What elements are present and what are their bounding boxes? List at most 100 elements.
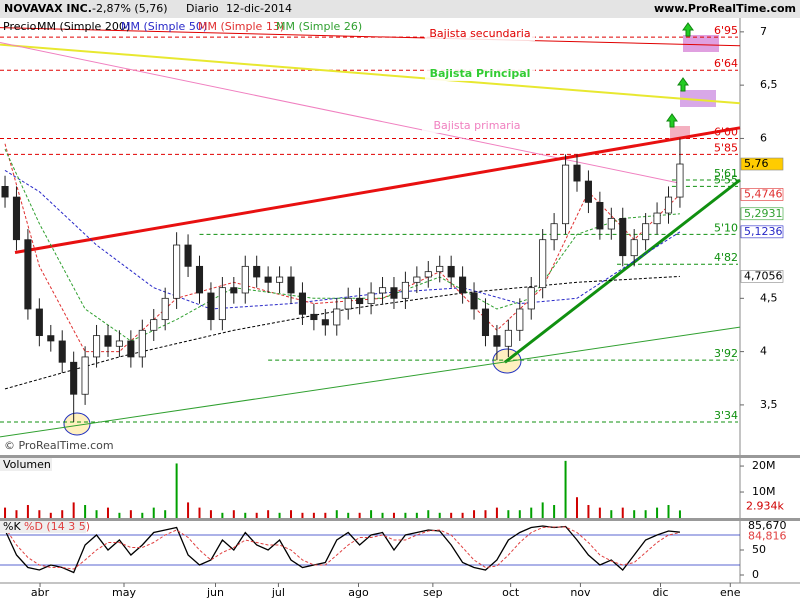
candle-body (584, 180, 592, 203)
ma-last-label: 5,4746 (744, 187, 783, 200)
x-tick-label: sep (423, 586, 442, 599)
ma-last-label-bg (740, 207, 784, 221)
oscillator-legend: %K (3, 520, 21, 533)
candle-body (630, 239, 638, 257)
header-period: Diario (186, 2, 219, 15)
level-label: 6'95 (714, 24, 738, 37)
volume-bar (507, 510, 510, 518)
trendline-label-bg (425, 27, 535, 41)
trendline (0, 42, 681, 184)
x-tick-label: may (112, 586, 136, 599)
trendline (503, 178, 741, 364)
trendline-label-bg (422, 119, 532, 133)
candle-body (35, 308, 43, 337)
candle-body (424, 271, 432, 278)
volume-bar (324, 512, 327, 518)
volume-bar (84, 505, 87, 518)
level-label: 3'92 (714, 347, 738, 360)
candle-body (195, 265, 204, 294)
volume-bar (450, 512, 453, 518)
candle-body (493, 335, 501, 347)
trendline-label: Bajista Principal (430, 67, 531, 80)
volume-bar (587, 505, 590, 518)
panel-label-bg (0, 458, 52, 471)
volume-bar (4, 507, 7, 518)
ma-last-label-bg (740, 225, 784, 239)
volume-bar (38, 510, 41, 518)
volume-bar (564, 460, 567, 518)
trendline-label: Bajista primaria (433, 119, 520, 132)
volume-bar (678, 510, 681, 518)
header-title: NOVAVAX INC. (4, 2, 92, 15)
candle-body (367, 292, 375, 305)
volume-bar (26, 505, 29, 518)
candle-body (436, 265, 444, 273)
candle-body (504, 329, 512, 347)
volume-bar (370, 510, 373, 518)
trendline (0, 27, 741, 47)
y-tick-label: 6 (760, 131, 767, 144)
candle-body (241, 265, 249, 294)
x-tick-label: ago (348, 586, 369, 599)
volume-bar (495, 507, 498, 518)
volume-bar (61, 510, 64, 518)
candle-body (539, 239, 547, 289)
volume-bar (106, 507, 109, 518)
volume-bar (198, 507, 201, 518)
candle-body (93, 335, 101, 358)
volume-bar (312, 512, 315, 518)
candle-body (230, 287, 238, 294)
candle-body (184, 244, 192, 267)
volume-bar (244, 512, 247, 518)
volume-bar (541, 502, 544, 518)
volume-bar (72, 502, 75, 518)
panel-separator (0, 455, 800, 458)
y-tick-label: 10M (752, 485, 776, 498)
candle-body (12, 196, 21, 241)
candle-body (401, 281, 409, 299)
candle-body (24, 239, 32, 310)
level-label: 6'64 (714, 57, 738, 70)
candle-body (642, 223, 650, 241)
target-box (680, 90, 716, 107)
x-tick-label: jun (206, 586, 224, 599)
header-date: 12-dic-2014 (226, 2, 292, 15)
panel-separator (0, 518, 800, 521)
candle-body (115, 340, 123, 347)
ma-last-label-bg (740, 188, 784, 201)
arrows (666, 22, 694, 128)
volume-bar (15, 510, 18, 518)
candle-body (390, 287, 398, 299)
volume-bar (518, 510, 521, 518)
trendline-label: Bajista secundaria (429, 27, 530, 40)
header-site: www.ProRealTime.com (654, 2, 796, 15)
candle-body (1, 186, 9, 198)
x-tick-label: abr (31, 586, 50, 599)
candle-body (70, 361, 78, 395)
moving-average (4, 169, 681, 310)
panel-label-bg (0, 521, 86, 533)
ma-last-label: 4,7056 (744, 269, 783, 282)
candle-body (161, 297, 169, 321)
legend-price: Precio (3, 20, 37, 33)
volume-bar (667, 505, 670, 518)
level-label: 5'10 (714, 221, 738, 234)
volume-bar (644, 510, 647, 518)
x-tick-label: nov (570, 586, 591, 599)
level-label: 5'85 (714, 141, 738, 154)
trendline (0, 326, 741, 438)
candle-body (459, 276, 467, 294)
oscillator-last-label: 84,816 (748, 530, 787, 543)
level-label: 5'55 (714, 173, 738, 186)
volume-bar (358, 512, 361, 518)
volume-bar (621, 507, 624, 518)
level-label: 3'34 (714, 409, 738, 422)
candle-body (470, 292, 478, 310)
candle-body (550, 223, 558, 241)
volume-bar (575, 497, 578, 518)
volume-bar (221, 512, 224, 518)
candle-body (81, 356, 89, 395)
legend-entry: MM (Simple 13) (198, 20, 284, 33)
candle-body (287, 276, 295, 294)
candle-body (253, 265, 261, 278)
